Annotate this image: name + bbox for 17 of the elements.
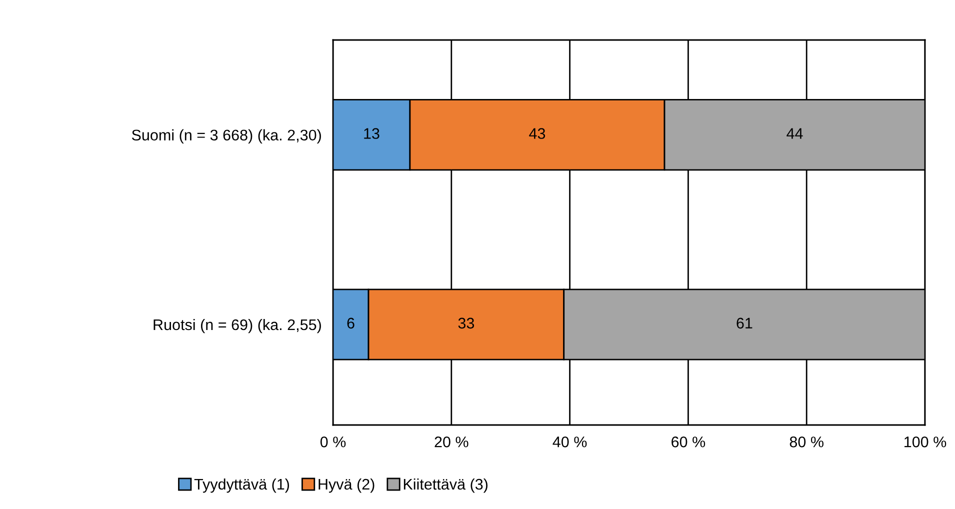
x-tick-label: 20 % xyxy=(434,436,468,448)
data-label: 61 xyxy=(736,318,752,329)
x-tick-label: 60 % xyxy=(672,436,706,448)
x-tick-label: 40 % xyxy=(552,436,587,448)
x-tick-label: 100 % xyxy=(904,436,946,448)
data-label: 6 xyxy=(347,318,354,329)
data-label: 13 xyxy=(364,128,380,139)
legend-label: Tyydyttävä (1) xyxy=(194,478,290,493)
data-label: 43 xyxy=(529,128,546,139)
y-tick-label: Suomi (n = 3 668) (ka. 2,30) xyxy=(132,129,321,144)
x-tick-label: 80 % xyxy=(790,436,824,448)
data-label: 44 xyxy=(786,128,803,139)
data-label: 33 xyxy=(458,318,474,329)
legend-label: Hyvä (2) xyxy=(318,478,374,493)
x-tick-label: 0 % xyxy=(320,436,346,448)
y-tick-label: Ruotsi (n = 69) (ka. 2,55) xyxy=(154,318,321,334)
legend-label: Kiitettävä (3) xyxy=(404,478,488,493)
